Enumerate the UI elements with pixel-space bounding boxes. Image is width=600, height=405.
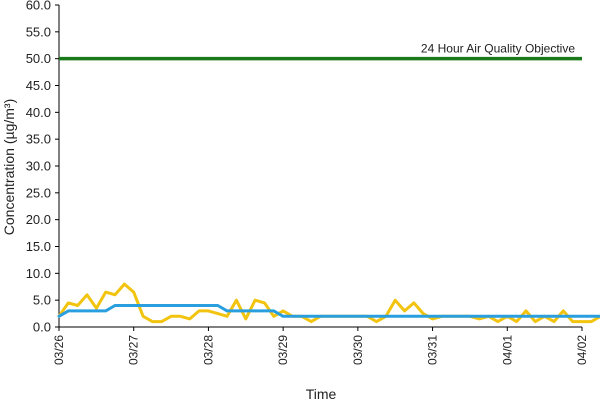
objective-line-label: 24 Hour Air Quality Objective (421, 42, 575, 56)
x-tick-label: 03/27 (127, 335, 141, 365)
y-tick-label: 0.0 (33, 320, 51, 335)
x-tick-label: 03/28 (201, 335, 215, 365)
x-tick-label: 04/02 (575, 335, 589, 365)
x-tick-label: 03/30 (351, 335, 365, 365)
y-tick-label: 55.0 (26, 24, 51, 39)
x-tick-label: 04/01 (500, 335, 514, 365)
y-tick-label: 45.0 (26, 78, 51, 93)
y-tick-label: 40.0 (26, 105, 51, 120)
x-tick-label: 03/29 (276, 335, 290, 365)
y-tick-label: 25.0 (26, 185, 51, 200)
x-tick-label: 03/26 (52, 335, 66, 365)
y-tick-label: 60.0 (26, 0, 51, 13)
y-axis-label: Concentration (µg/m³) (1, 99, 17, 235)
y-tick-label: 30.0 (26, 159, 51, 174)
x-axis-label: Time (306, 386, 337, 400)
series-line-1 (57, 282, 600, 324)
y-tick-label: 35.0 (26, 132, 51, 147)
y-tick-label: 10.0 (26, 266, 51, 281)
y-tick-label: 50.0 (26, 51, 51, 66)
y-tick-label: 15.0 (26, 239, 51, 254)
y-tick-label: 20.0 (26, 212, 51, 227)
y-tick-label: 5.0 (33, 293, 51, 308)
x-tick-label: 03/31 (426, 335, 440, 365)
series-line-2 (57, 304, 600, 318)
